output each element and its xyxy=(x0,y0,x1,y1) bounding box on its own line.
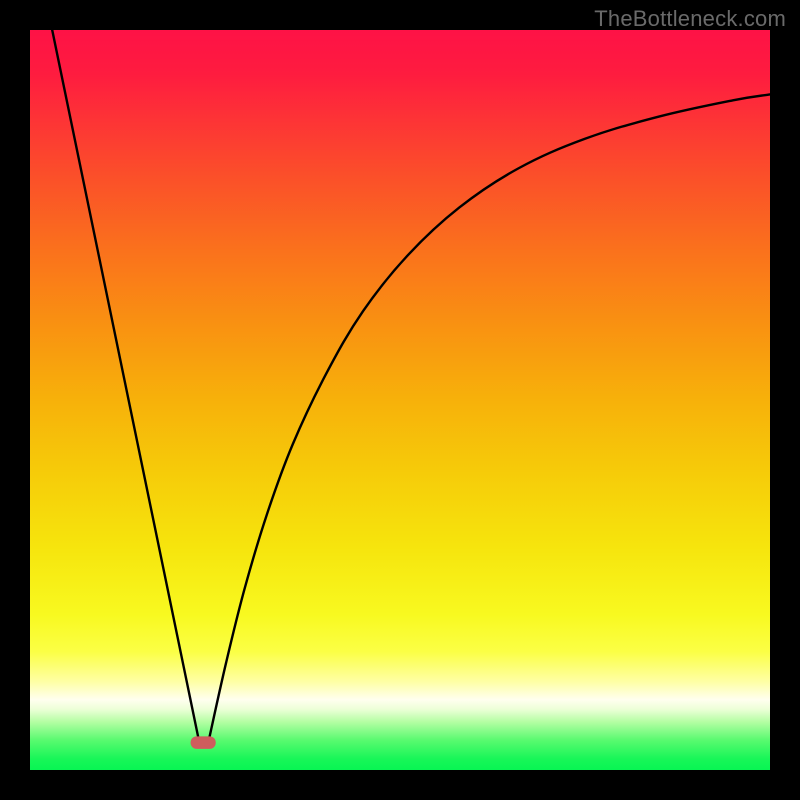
plot-area xyxy=(30,30,770,770)
plot-svg xyxy=(0,0,800,800)
chart-container: TheBottleneck.com xyxy=(0,0,800,800)
optimum-marker xyxy=(191,736,216,749)
watermark-text: TheBottleneck.com xyxy=(594,6,786,32)
